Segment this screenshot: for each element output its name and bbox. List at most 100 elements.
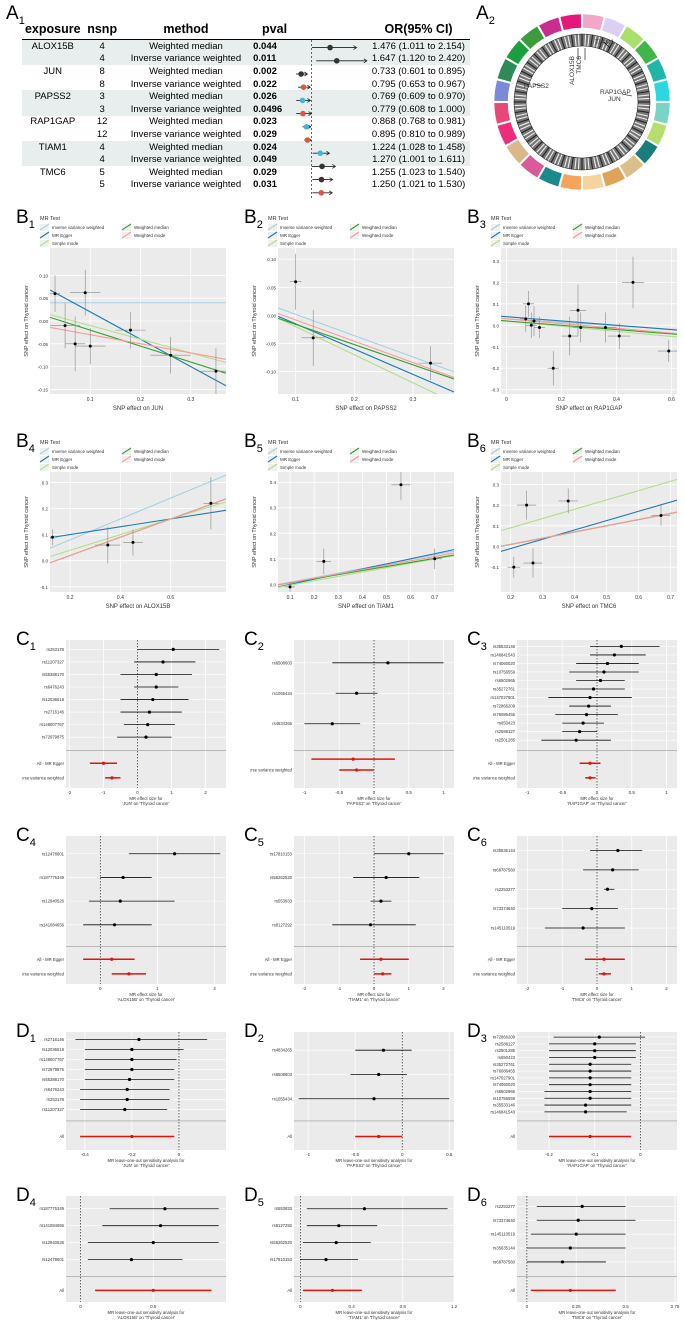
legend-item-label: Simple mode xyxy=(52,241,79,246)
snp-estimate xyxy=(593,1055,597,1060)
circos-band xyxy=(616,48,626,59)
x-tick-label: 0.1 xyxy=(292,397,299,403)
plot-area xyxy=(501,478,677,578)
circos-band xyxy=(515,87,528,91)
summary-estimate xyxy=(377,1134,381,1139)
snp-label: rs55388170 xyxy=(42,672,65,677)
legend-item-label: Weighted mode xyxy=(362,457,394,462)
cell-pval: 0.0496 xyxy=(251,102,298,116)
snp-estimate xyxy=(619,644,623,648)
y-tick-label: -0.1 xyxy=(491,345,499,350)
circos-band xyxy=(626,134,638,143)
x-tick-label: -0.5 xyxy=(558,790,566,795)
x-tick-label: -1 xyxy=(302,790,306,795)
x-axis-label: 'JUN' on 'Thyroid cancer' xyxy=(122,1163,169,1168)
x-tick-label: 2 xyxy=(442,986,445,991)
or-estimate-point xyxy=(319,163,325,170)
y-tick-label: 0.1 xyxy=(493,524,500,529)
cell-or: 1.250 (1.021 to 1.530) xyxy=(371,179,466,191)
summary-estimate xyxy=(568,1288,572,1292)
x-tick-label: 0.3 xyxy=(539,595,546,601)
or-table-row: TMC6 5 Weighted median 0.029 1.255 (1.023 to… xyxy=(22,166,470,179)
snp-label: rs6508603 xyxy=(272,1072,292,1077)
snp-label: rs17810153 xyxy=(270,851,293,856)
y-tick-label: -0.15 xyxy=(38,387,49,392)
snp-estimate xyxy=(602,670,606,674)
circos-chromosome-segment xyxy=(559,173,582,191)
x-tick-label: 0.7 xyxy=(667,595,674,601)
panel-number: 2 xyxy=(256,218,263,231)
x-tick-label: 0.6 xyxy=(668,397,675,403)
snp-estimate xyxy=(581,926,585,930)
y-tick-label: 0.2 xyxy=(270,531,277,536)
cell-exposure xyxy=(22,102,84,116)
circos-chromosome-segment xyxy=(601,16,626,38)
panel-label-c4: C4 xyxy=(16,826,36,849)
plot-background xyxy=(501,472,677,592)
snp-estimate xyxy=(379,899,383,903)
snp-label: rs650423 xyxy=(498,1055,516,1060)
circos-band xyxy=(521,70,533,78)
plot-background xyxy=(517,1032,677,1150)
snp-label: rs146841543 xyxy=(491,652,516,657)
snp-label: rs12940526 xyxy=(42,1240,65,1245)
circos-band xyxy=(516,83,529,89)
circos-band xyxy=(635,83,648,89)
panel-label-d2: D2 xyxy=(244,1022,264,1045)
data-point xyxy=(169,353,173,357)
snp-label: rs17810153 xyxy=(270,1257,293,1262)
y-tick-label: 0.2 xyxy=(42,507,49,512)
x-axis-label: 'ALOX15B' on 'Thyroid cancer' xyxy=(117,1315,175,1320)
or-estimate-point xyxy=(298,71,304,77)
circos-outline-outer xyxy=(513,33,651,171)
panel-number: 6 xyxy=(480,1196,487,1209)
x-axis-label: SNP effect on ALOX15B xyxy=(106,604,171,610)
snp-estimate xyxy=(130,1047,134,1052)
summary-label: All xyxy=(59,1288,64,1293)
panel-letter: B xyxy=(244,431,257,452)
regression-line xyxy=(278,555,454,588)
snp-label: rs35272761 xyxy=(493,1062,516,1067)
snp-label: rs10756559 xyxy=(493,669,516,674)
circos-chromosome-segment xyxy=(520,25,545,50)
x-tick-label: 0.1 xyxy=(287,595,294,601)
regression-line xyxy=(278,552,454,586)
or-table-panel: exposure nsnp method pval OR(95% CI) ALO… xyxy=(22,20,470,200)
legend-key-line xyxy=(267,231,278,239)
summary-label: All - Inverse variance weighted xyxy=(22,971,65,976)
circos-chromosome-segment xyxy=(619,25,644,50)
circos-band xyxy=(590,157,594,170)
circos-band xyxy=(519,73,532,80)
snp-label: rs148007767 xyxy=(40,722,65,727)
x-axis-label: SNP effect on JUN xyxy=(113,406,163,412)
plot-background xyxy=(66,1032,226,1150)
circos-gene-label: PAPSS2 xyxy=(524,83,549,90)
circos-band xyxy=(514,110,527,114)
snp-estimate xyxy=(368,923,373,927)
snp-label: rs76086455 xyxy=(493,712,516,717)
circos-band xyxy=(544,44,552,56)
regression-line xyxy=(50,474,226,549)
circos-band xyxy=(521,126,533,134)
snp-label: rs72979875 xyxy=(42,735,65,740)
circos-band xyxy=(630,129,642,137)
snp-estimate xyxy=(112,923,117,927)
snp-label: rs145110519 xyxy=(491,1232,516,1237)
snp-label: rs553933 xyxy=(275,899,293,904)
plot-d5: rs553933 rs8127292 rs56262520 rs17810153 All… xyxy=(270,1196,458,1320)
legend-key-line xyxy=(267,223,278,231)
y-tick-label: 0.3 xyxy=(270,506,277,511)
cell-pval: 0.026 xyxy=(251,90,298,103)
snp-label: rs35533146 xyxy=(493,644,516,649)
summary-label: All xyxy=(510,1288,515,1293)
circos-band xyxy=(563,36,569,49)
circos-band xyxy=(544,148,552,160)
snp-estimate xyxy=(574,738,578,742)
legend-key-line xyxy=(490,447,501,455)
panel-label-d4: D4 xyxy=(16,1186,36,1209)
x-axis-label: SNP effect on RAP1GAP xyxy=(556,406,623,412)
regression-line xyxy=(50,509,226,539)
circos-band xyxy=(514,94,527,97)
x-tick-label: 0.3 xyxy=(187,397,194,403)
